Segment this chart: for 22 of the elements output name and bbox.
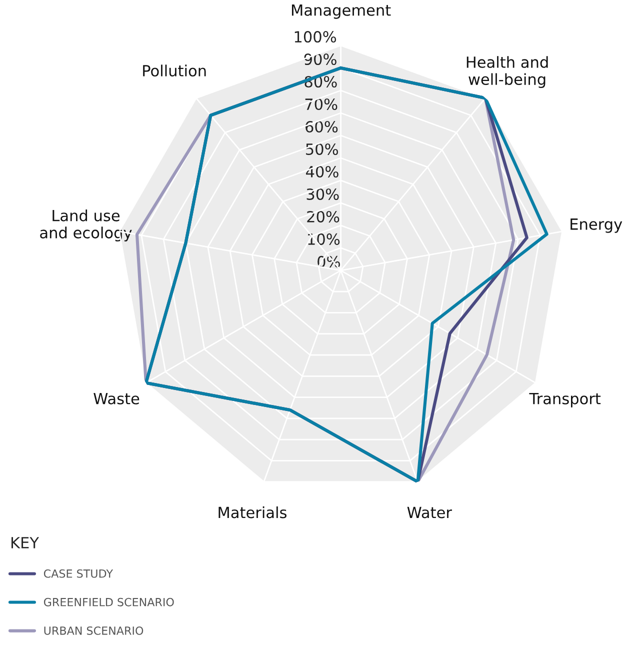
y-tick-label: 60% xyxy=(306,120,338,133)
spoke-label: Energy xyxy=(570,218,622,233)
spoke-label: Land use and ecology xyxy=(40,210,132,242)
y-tick-label: 100% xyxy=(294,31,336,43)
y-tick-label: 10% xyxy=(308,233,340,245)
spoke-label: Pollution xyxy=(143,64,206,76)
spoke-label: Materials xyxy=(218,506,286,518)
spoke-label: Waste xyxy=(94,393,140,404)
spoke-label: Management xyxy=(292,4,391,19)
y-tick-label: 70% xyxy=(305,98,338,110)
y-tick-label: 50% xyxy=(306,143,338,156)
legend-label: URBAN SCENARIO xyxy=(44,626,144,635)
legend-label: CASE STUDY xyxy=(44,569,114,578)
spoke-label: Water xyxy=(407,506,452,518)
y-tick-label: 40% xyxy=(306,166,338,178)
y-tick-label: 90% xyxy=(304,53,336,66)
legend-label: GREENFIELD SCENARIO xyxy=(44,598,174,606)
y-tick-label: 30% xyxy=(306,188,339,200)
spoke-label: Health and well-being xyxy=(466,56,548,88)
legend-title: KEY xyxy=(12,537,40,548)
spoke-label: Transport xyxy=(529,393,601,408)
y-tick-label: 20% xyxy=(307,210,340,222)
